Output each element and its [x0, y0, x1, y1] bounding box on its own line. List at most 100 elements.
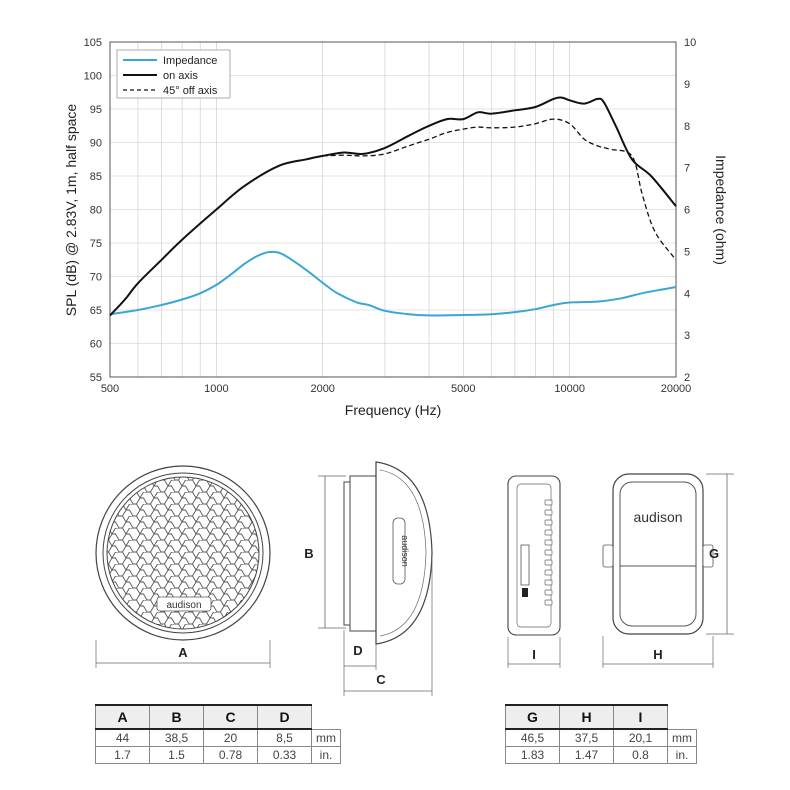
table-cell: 1.5: [149, 746, 204, 764]
profile-body: [507, 475, 561, 636]
table-cell: 0.78: [203, 746, 258, 764]
front-brand-logo: audison: [166, 600, 201, 611]
table-cell: 1.83: [505, 746, 560, 764]
y-tick-label: 95: [90, 104, 102, 116]
front-logo-plate: [156, 596, 212, 612]
y-tick-label: 100: [84, 71, 102, 83]
table-cell: 0.33: [257, 746, 312, 764]
back-left-tab: [602, 544, 614, 568]
table-cell: 44: [95, 728, 150, 747]
table-row: 46,5 37,5 20,1 mm: [505, 728, 697, 747]
back-brand-logo: audison: [633, 509, 682, 525]
side-view-drawing: audison B D C: [304, 461, 433, 696]
table-cell: 38,5: [149, 728, 204, 747]
front-view-drawing: audison A: [95, 465, 271, 668]
chart-ticks: 500 1000 2000 5000 10000 20000556065707580859…: [84, 37, 697, 395]
table-right-header-row: G H I: [505, 704, 697, 730]
table-cell: 1.7: [95, 746, 150, 764]
profile-slot: [544, 499, 553, 506]
table-left-header-row: A B C D: [95, 704, 341, 730]
table-row: 1.7 1.5 0.78 0.33 in.: [95, 746, 341, 764]
table-unit-cell: in.: [311, 746, 341, 764]
dim-d-label: D: [353, 643, 362, 658]
y-tick-label: 80: [90, 205, 102, 217]
side-logo-plate: [392, 517, 406, 585]
dim-g-label: G: [709, 546, 719, 561]
table-left-header-d: D: [257, 704, 312, 730]
frequency-response-chart: 500 1000 2000 5000 10000 20000556065707580859…: [63, 37, 729, 418]
profile-clip: [520, 544, 530, 586]
side-flange: [349, 475, 377, 632]
table-right-header-i: I: [613, 704, 668, 730]
x-tick-label: 2000: [310, 383, 334, 395]
profile-slot: [544, 519, 553, 526]
side-dome-inner: [379, 469, 427, 637]
table-cell: 46,5: [505, 728, 560, 747]
x-tick-label: 500: [101, 383, 119, 395]
legend-label-impedance: Impedance: [163, 55, 217, 67]
table-left-header-a: A: [95, 704, 150, 730]
back-inner-body: [619, 481, 697, 627]
y2-tick-label: 10: [684, 37, 696, 49]
dim-i-label: I: [532, 647, 536, 662]
y2-tick-label: 2: [684, 372, 690, 384]
legend-label-on-axis: on axis: [163, 70, 198, 82]
y-tick-label: 90: [90, 138, 102, 150]
table-cell: 0.8: [613, 746, 668, 764]
table-left-header-unit: [311, 705, 341, 729]
profile-slots: [544, 499, 553, 606]
profile-slot: [544, 579, 553, 586]
table-cell: 8,5: [257, 728, 312, 747]
dim-c-label: C: [376, 672, 386, 687]
table-row: 1.83 1.47 0.8 in.: [505, 746, 697, 764]
chart-series-layer: [109, 96, 677, 317]
y2-tick-label: 7: [684, 163, 690, 175]
table-cell: 20: [203, 728, 258, 747]
x-tick-label: 1000: [204, 383, 228, 395]
table-right-header-g: G: [505, 704, 560, 730]
dimension-drawings: audison A audison B D C: [95, 461, 734, 696]
legend-label-off-axis: 45° off axis: [163, 85, 218, 97]
table-cell: 1.47: [559, 746, 614, 764]
table-cell: 37,5: [559, 728, 614, 747]
y2-tick-label: 4: [684, 288, 690, 300]
dim-a-label: A: [178, 645, 188, 660]
profile-slot: [544, 549, 553, 556]
table-row: 44 38,5 20 8,5 mm: [95, 728, 341, 747]
dim-b-label: B: [304, 546, 313, 561]
profile-slot: [544, 599, 553, 606]
table-unit-cell: mm: [667, 728, 697, 747]
series-impedance: [109, 250, 677, 317]
y2-tick-label: 5: [684, 246, 690, 258]
dim-h-label: H: [653, 647, 662, 662]
table-cell: 20,1: [613, 728, 668, 747]
back-view-drawing: audison G H: [602, 473, 734, 668]
table-unit-cell: mm: [311, 728, 341, 747]
chart-legend: Impedance on axis 45° off axis: [116, 49, 231, 99]
y2-tick-label: 3: [684, 330, 690, 342]
profile-slot: [544, 539, 553, 546]
y-tick-label: 105: [84, 37, 102, 49]
side-brand-logo: audison: [400, 535, 410, 567]
y-axis-title: SPL (dB) @ 2.83V, 1m, half space: [63, 104, 79, 317]
profile-slot: [544, 509, 553, 516]
back-right-tab: [702, 544, 714, 568]
profile-slot: [544, 559, 553, 566]
x-tick-label: 20000: [661, 383, 692, 395]
y2-tick-label: 6: [684, 205, 690, 217]
dimensions-table-right: G H I 46,5 37,5 20,1 mm 1.83 1.47 0.8 in…: [505, 704, 697, 764]
y2-axis-title: Impedance (ohm): [713, 155, 729, 265]
plot-frame: [109, 41, 677, 378]
table-left-header-c: C: [203, 704, 258, 730]
y2-tick-label: 8: [684, 121, 690, 133]
table-left-header-b: B: [149, 704, 204, 730]
dimensions-table-left: A B C D 44 38,5 20 8,5 mm 1.7 1.5 0.78 0…: [95, 704, 341, 764]
x-axis-title: Frequency (Hz): [345, 402, 441, 418]
y-tick-label: 65: [90, 305, 102, 317]
profile-slot: [544, 569, 553, 576]
y-tick-label: 75: [90, 238, 102, 250]
y2-tick-label: 9: [684, 79, 690, 91]
profile-slot: [544, 529, 553, 536]
y-tick-label: 60: [90, 339, 102, 351]
profile-inner: [516, 483, 552, 628]
